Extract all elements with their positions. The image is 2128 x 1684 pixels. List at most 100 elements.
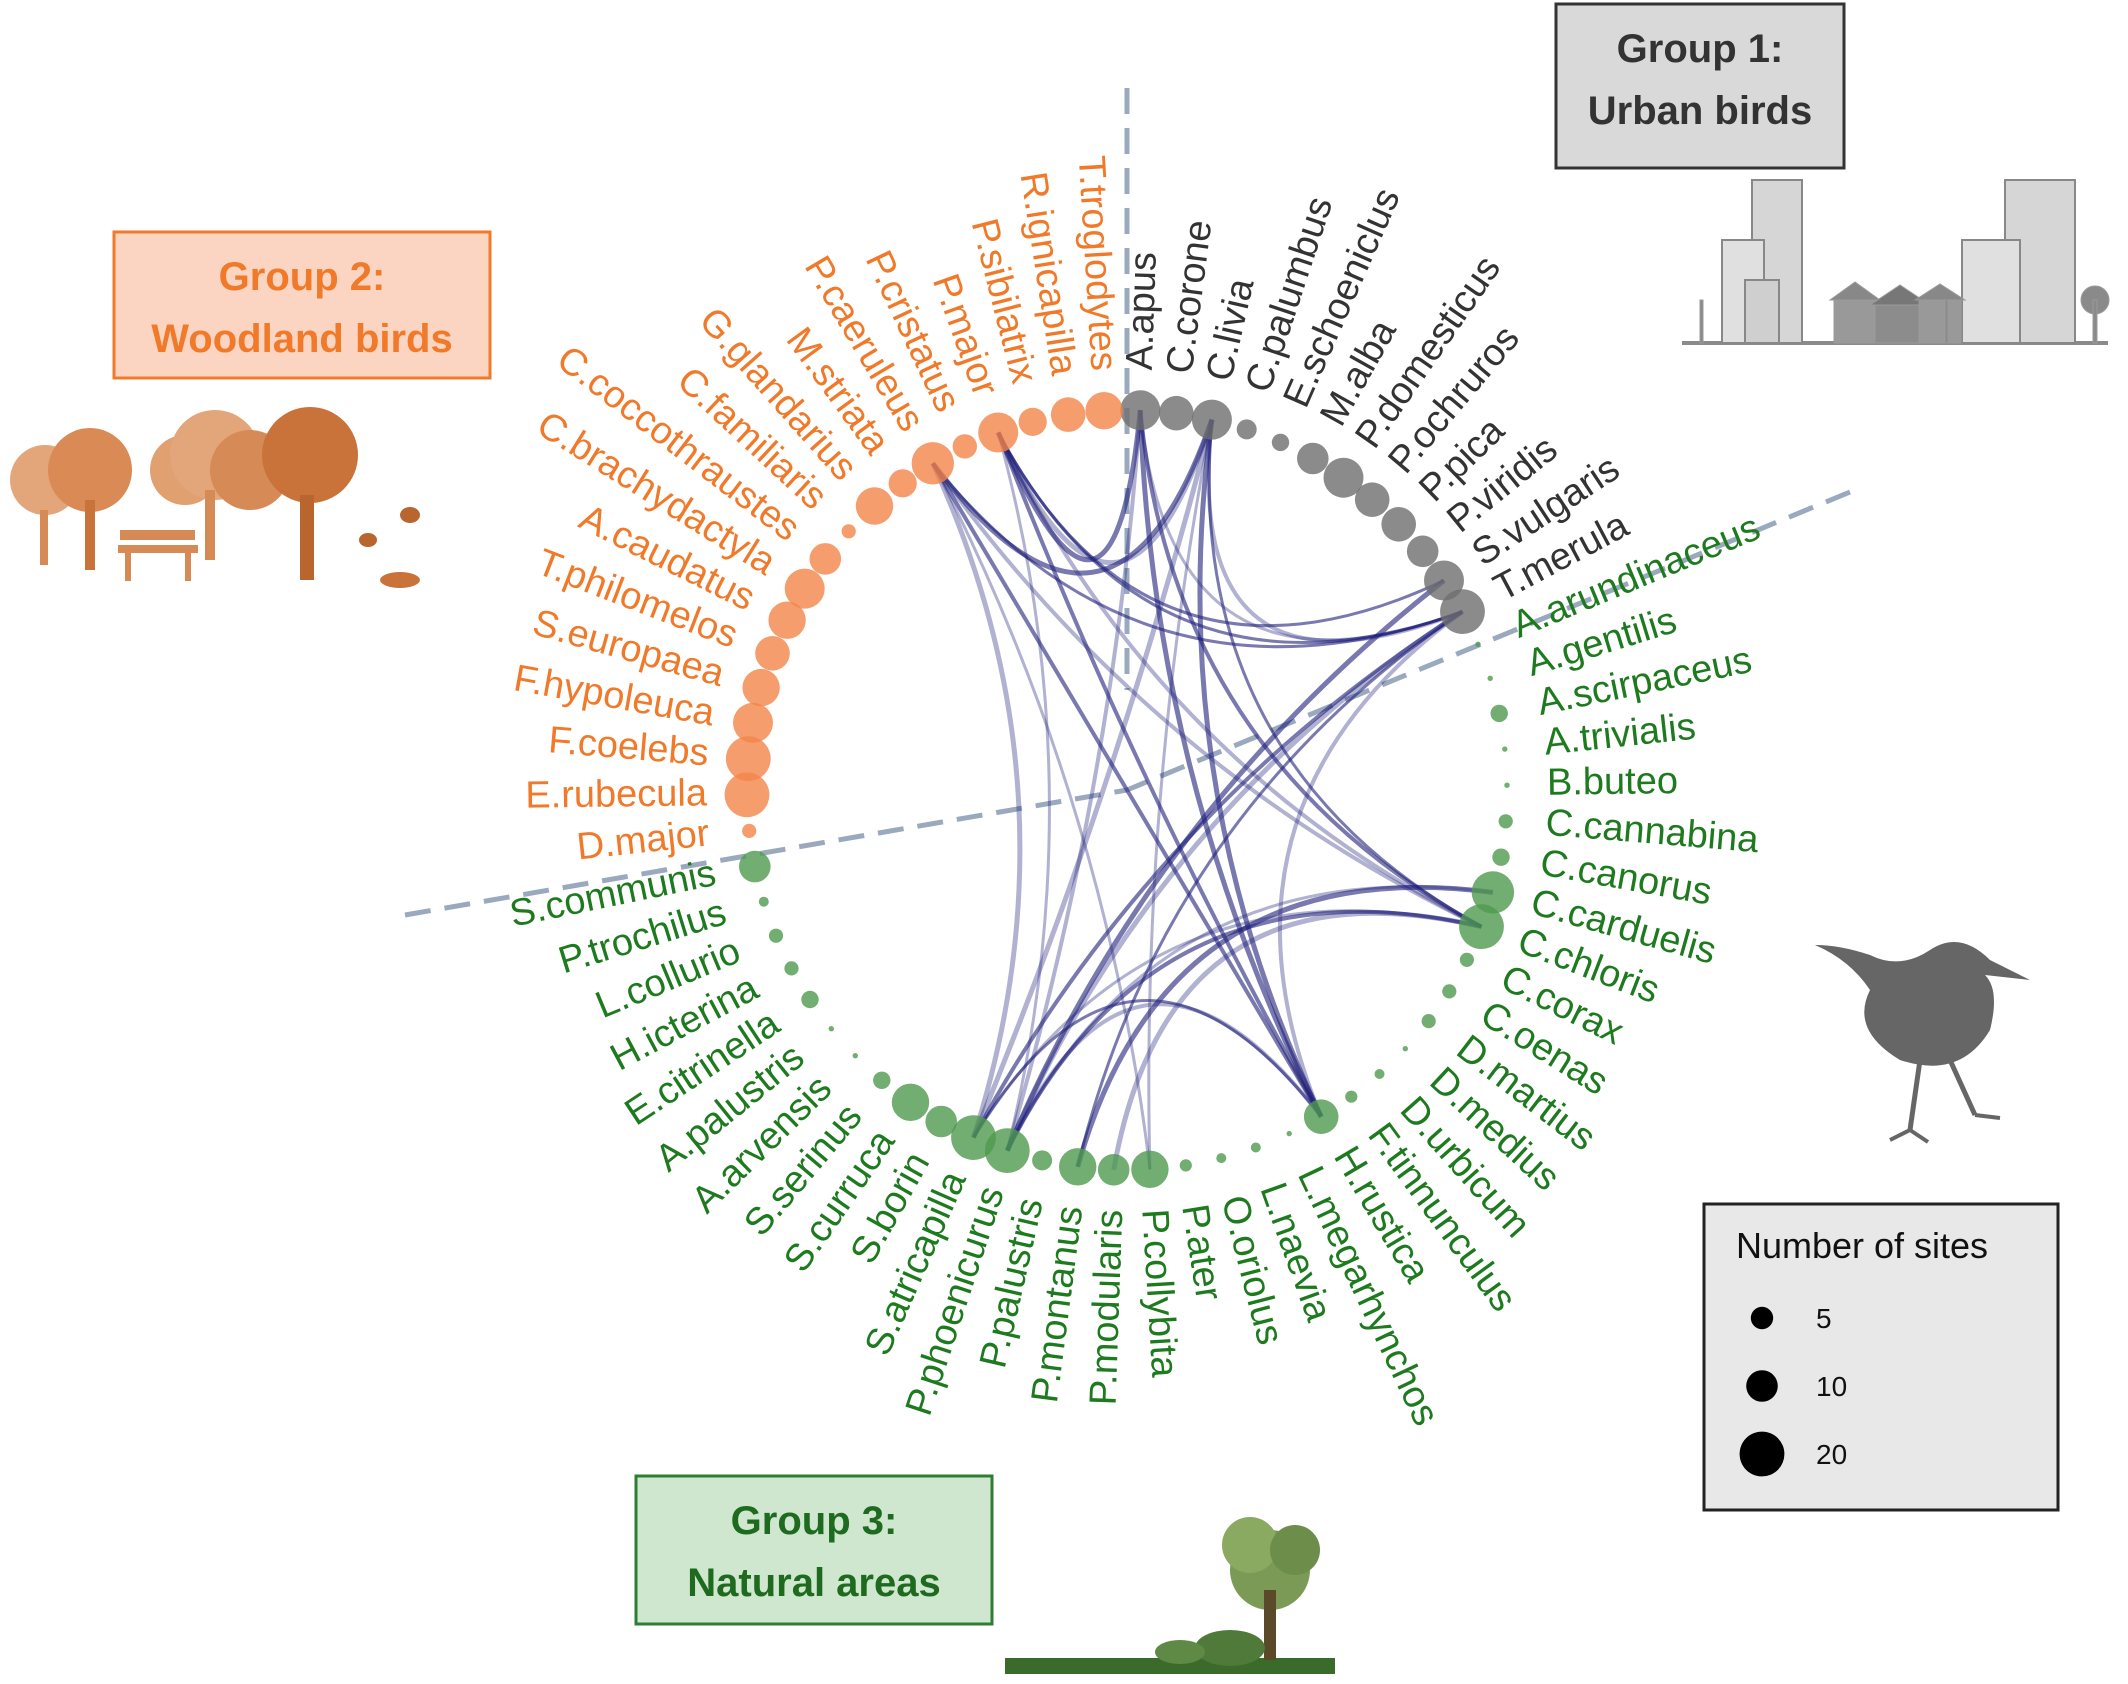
city-buildings-icon — [1682, 179, 2110, 345]
legend-swatch — [1750, 1306, 1774, 1330]
species-link — [1277, 609, 1464, 1118]
species-node — [852, 1053, 858, 1059]
species-node — [1442, 984, 1457, 999]
tree-grass-icon — [1005, 1517, 1335, 1674]
species-node — [1492, 848, 1510, 866]
species-node — [1421, 1014, 1436, 1029]
species-node — [1424, 560, 1464, 601]
species-node — [1354, 482, 1390, 517]
trees-bench-insects-icon — [10, 407, 420, 588]
species-node — [1297, 442, 1329, 475]
species-node — [1120, 390, 1161, 431]
species-node — [768, 928, 784, 943]
legend-label: 20 — [1816, 1439, 1847, 1470]
group-title-line2: Natural areas — [687, 1561, 940, 1605]
group-title-line1: Group 1: — [1617, 27, 1784, 71]
species-node — [725, 736, 771, 782]
species-node — [841, 524, 856, 539]
species-node — [784, 568, 825, 609]
species-node — [984, 1128, 1030, 1173]
species-link — [1005, 909, 1482, 1152]
species-link — [1197, 419, 1324, 1118]
species-node — [739, 850, 771, 883]
species-node — [742, 823, 757, 839]
species-node — [1018, 407, 1047, 436]
species-link — [971, 418, 1215, 1139]
species-node — [1459, 952, 1474, 967]
species-node — [1471, 871, 1515, 914]
species-link — [1076, 610, 1464, 1168]
species-node — [855, 487, 894, 525]
group-box-woodland: Group 2: Woodland birds — [112, 230, 492, 380]
species-node — [1191, 399, 1232, 440]
species-label: B.buteo — [1547, 760, 1679, 804]
species-node — [801, 990, 819, 1009]
divider-urban-natural — [1126, 489, 1851, 793]
size-legend: Number of sites 5 10 20 — [1702, 1202, 2060, 1512]
species-node — [1050, 397, 1086, 432]
species-labels: A.apusC.coroneC.liviaC.palumbusE.schoeni… — [506, 154, 1766, 1432]
species-link — [995, 418, 1215, 566]
species-node — [1097, 1154, 1130, 1186]
species-node — [1085, 392, 1123, 430]
species-node — [1286, 1130, 1292, 1137]
species-node — [1271, 433, 1290, 452]
species-link — [1207, 419, 1483, 929]
legend-label: 10 — [1816, 1371, 1847, 1402]
species-node — [1402, 1046, 1409, 1052]
legend-swatch — [1739, 1431, 1785, 1477]
bird-silhouette-icon — [1815, 942, 2030, 1144]
species-node — [1032, 1150, 1053, 1171]
species-node — [1131, 1150, 1169, 1189]
species-link — [930, 418, 1215, 576]
species-node — [1498, 814, 1513, 829]
species-link — [1004, 578, 1446, 1152]
species-label: A.apus — [1119, 251, 1165, 371]
species-link — [1138, 410, 1464, 642]
species-label: E.rubecula — [525, 772, 708, 816]
legend-swatch — [1746, 1370, 1778, 1402]
species-node — [742, 668, 780, 707]
species-link — [996, 431, 1483, 929]
species-link — [1005, 885, 1494, 1152]
species-node — [951, 1115, 996, 1160]
species-node — [1504, 782, 1510, 788]
species-node — [724, 772, 770, 818]
species-link — [1137, 410, 1324, 1118]
species-node — [1459, 904, 1504, 950]
species-node — [1345, 1090, 1358, 1103]
species-node — [925, 1105, 957, 1138]
species-node — [733, 702, 773, 743]
divider-woodland-natural — [404, 787, 1128, 918]
species-node — [758, 896, 769, 907]
species-link — [931, 462, 1483, 929]
species-node — [1502, 746, 1508, 752]
group-title-line2: Urban birds — [1588, 89, 1812, 133]
group-dividers — [404, 88, 1851, 918]
species-link — [1206, 419, 1464, 643]
species-node — [1236, 419, 1257, 440]
species-node — [1250, 1142, 1261, 1153]
species-node — [1487, 675, 1493, 681]
species-link — [996, 432, 1051, 1151]
species-node — [952, 434, 977, 459]
species-link — [995, 409, 1143, 563]
group-box-natural: Group 3: Natural areas — [634, 1474, 994, 1626]
species-node — [873, 1071, 891, 1090]
links — [930, 409, 1494, 1171]
species-link — [931, 462, 1152, 1170]
species-node — [768, 601, 806, 639]
species-node — [755, 636, 790, 671]
group-box-urban: Group 1: Urban birds — [1554, 2, 1846, 170]
species-label: P.collybita — [1133, 1208, 1185, 1379]
species-node — [1440, 589, 1485, 634]
species-node — [978, 412, 1019, 453]
species-node — [809, 543, 842, 575]
species-node — [1490, 704, 1508, 723]
species-node — [1059, 1148, 1097, 1186]
species-node — [1216, 1153, 1227, 1164]
species-node — [888, 469, 917, 498]
species-link — [1138, 410, 1483, 929]
species-node — [828, 1026, 834, 1032]
